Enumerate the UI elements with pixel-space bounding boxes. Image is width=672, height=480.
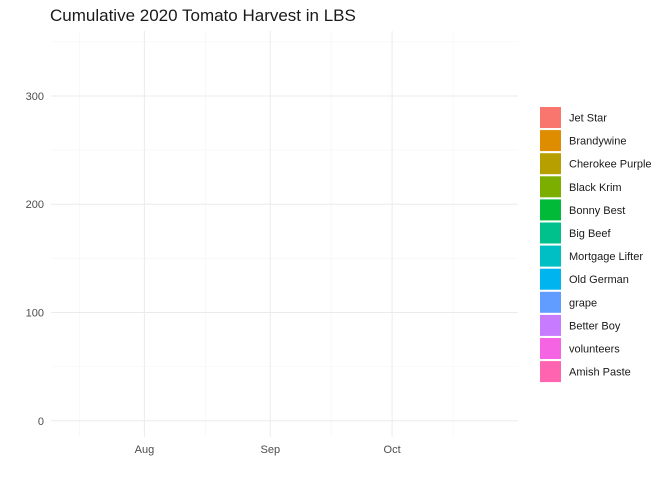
legend-label: grape — [569, 297, 597, 309]
legend-label: Mortgage Lifter — [569, 251, 643, 263]
legend-key — [540, 222, 561, 244]
legend-label: Old German — [569, 274, 629, 286]
y-tick-label: 300 — [26, 91, 44, 103]
legend-label: Cherokee Purple — [569, 159, 652, 171]
x-tick-label: Aug — [135, 444, 155, 456]
legend-label: Jet Star — [569, 113, 607, 125]
legend-key — [540, 268, 561, 290]
legend-label: Brandywine — [569, 136, 626, 148]
legend-label: Big Beef — [569, 228, 612, 240]
y-tick-label: 100 — [26, 307, 44, 319]
y-axis: 0 100 200 300 — [26, 91, 44, 428]
x-axis: Aug Sep Oct — [135, 444, 401, 456]
y-tick-label: 200 — [26, 199, 44, 211]
grid-layer — [51, 31, 518, 437]
legend-key — [540, 245, 561, 267]
legend-key — [540, 291, 561, 313]
legend-key — [540, 199, 561, 221]
legend-label: Better Boy — [569, 320, 621, 332]
legend-key — [540, 314, 561, 336]
chart-title: Cumulative 2020 Tomato Harvest in LBS — [50, 6, 356, 25]
legend-key — [540, 153, 561, 175]
legend: Jet Star Brandywine Cherokee Purple Black K… — [540, 107, 652, 383]
legend-key — [540, 107, 561, 128]
x-tick-label: Oct — [384, 444, 401, 456]
legend-key — [540, 176, 561, 198]
legend-key — [540, 361, 561, 383]
legend-label: Black Krim — [569, 182, 622, 194]
y-tick-label: 0 — [38, 416, 44, 428]
legend-key — [540, 130, 561, 152]
legend-label: Bonny Best — [569, 205, 625, 217]
legend-key — [540, 338, 561, 359]
legend-label: volunteers — [569, 344, 620, 356]
legend-label: Amish Paste — [569, 367, 631, 379]
x-tick-label: Sep — [260, 444, 280, 456]
